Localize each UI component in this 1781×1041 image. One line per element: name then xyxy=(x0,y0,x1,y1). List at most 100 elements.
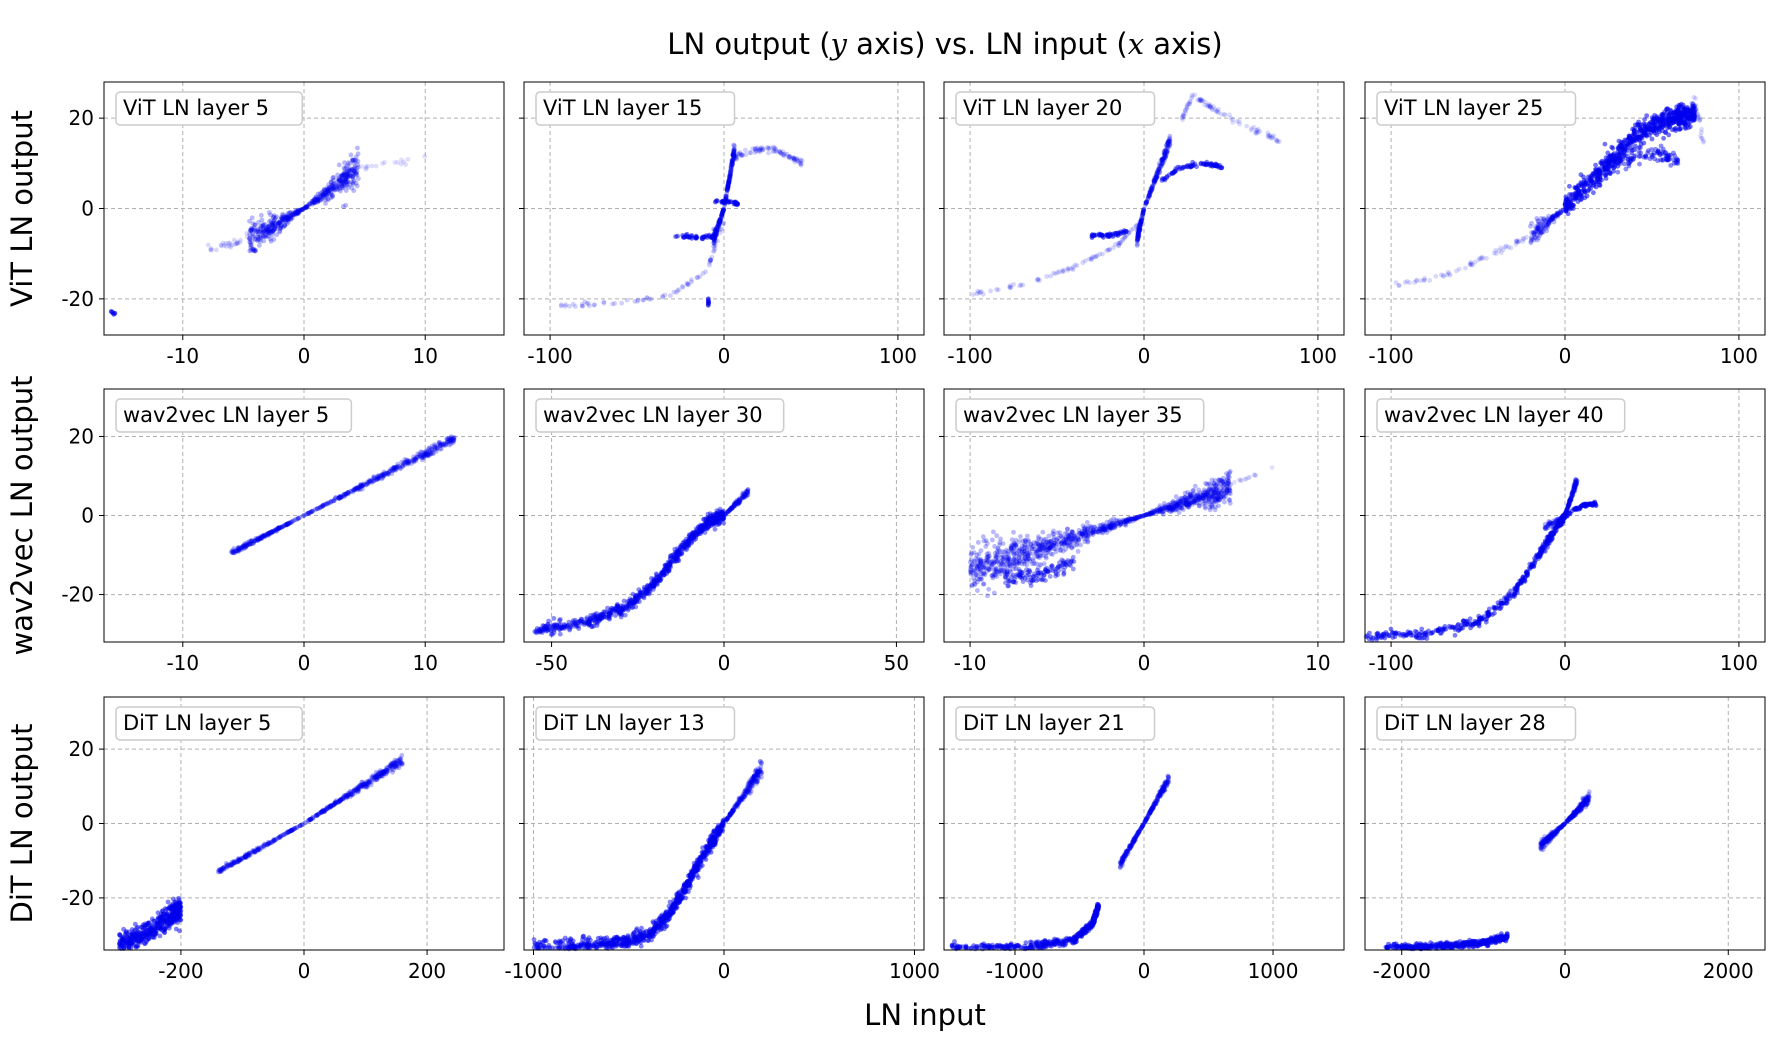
data-point xyxy=(538,626,543,632)
data-point xyxy=(315,199,321,205)
data-point xyxy=(1655,158,1661,164)
data-point xyxy=(1097,233,1102,238)
data-point xyxy=(305,203,311,209)
data-point xyxy=(290,215,295,221)
data-point xyxy=(300,206,306,212)
y-tick-label: -20 xyxy=(61,287,94,311)
data-point xyxy=(328,195,334,201)
data-point xyxy=(971,550,977,555)
data-point xyxy=(272,221,278,227)
data-point xyxy=(271,214,276,220)
data-point xyxy=(731,151,737,156)
data-point xyxy=(328,189,334,195)
data-point xyxy=(345,171,351,177)
data-point xyxy=(307,201,313,207)
data-point xyxy=(1575,199,1581,205)
data-point xyxy=(994,533,1000,539)
data-point xyxy=(285,211,291,217)
data-point xyxy=(281,214,287,220)
data-point xyxy=(346,171,351,176)
data-point xyxy=(1227,112,1232,118)
data-point xyxy=(617,605,622,611)
data-point xyxy=(1221,481,1227,487)
data-point xyxy=(726,179,732,185)
data-point xyxy=(321,192,327,198)
data-point xyxy=(247,232,253,238)
data-point xyxy=(295,210,301,215)
data-point xyxy=(293,208,299,214)
data-point xyxy=(1227,470,1232,476)
data-point xyxy=(1017,539,1022,544)
data-point xyxy=(284,214,289,220)
data-point xyxy=(347,182,353,187)
data-point xyxy=(232,242,238,248)
data-point xyxy=(1535,226,1540,231)
data-point xyxy=(764,145,770,150)
data-point xyxy=(330,186,335,192)
data-point xyxy=(1204,482,1210,487)
data-point xyxy=(286,213,292,219)
data-point xyxy=(1075,549,1081,554)
data-point xyxy=(249,225,255,231)
data-point xyxy=(1605,167,1611,173)
data-point xyxy=(557,617,563,622)
data-point xyxy=(1625,145,1630,150)
data-point xyxy=(343,179,349,185)
data-point xyxy=(326,190,332,196)
data-point xyxy=(729,161,735,167)
data-point xyxy=(260,230,266,235)
data-point xyxy=(271,213,277,219)
data-point xyxy=(730,158,736,164)
data-point xyxy=(269,221,275,227)
data-point xyxy=(725,184,731,189)
data-point xyxy=(1593,162,1598,168)
data-point xyxy=(1578,172,1584,178)
y-axis-label: ViT LN output xyxy=(5,110,39,307)
data-point xyxy=(355,151,361,157)
data-point xyxy=(329,182,334,188)
data-point xyxy=(1144,198,1150,204)
data-point xyxy=(1586,187,1592,193)
data-point xyxy=(323,190,329,196)
data-point xyxy=(278,220,283,226)
data-point xyxy=(323,201,328,206)
data-point xyxy=(247,239,253,245)
data-point xyxy=(728,173,733,179)
data-point xyxy=(1621,153,1627,159)
data-point xyxy=(252,248,258,254)
data-point xyxy=(726,181,732,187)
data-point xyxy=(714,198,720,204)
panel-title-box xyxy=(115,91,303,126)
x-tick-label: 100 xyxy=(1299,344,1337,368)
data-point xyxy=(275,222,281,227)
data-point xyxy=(1579,193,1585,199)
data-point xyxy=(311,199,317,205)
data-point xyxy=(700,527,706,533)
data-point xyxy=(759,145,765,151)
data-point xyxy=(355,164,361,170)
data-point xyxy=(322,502,328,507)
data-point xyxy=(1048,273,1053,279)
data-point xyxy=(347,173,353,179)
data-point xyxy=(401,159,407,165)
data-point xyxy=(335,187,340,193)
data-point xyxy=(344,168,350,174)
data-point xyxy=(256,243,262,248)
data-point xyxy=(270,228,276,234)
data-point xyxy=(344,169,350,174)
data-point xyxy=(350,157,355,163)
data-point xyxy=(1412,280,1417,285)
data-point xyxy=(275,220,281,226)
data-point xyxy=(353,158,358,164)
data-point xyxy=(234,241,240,247)
data-point xyxy=(1632,143,1638,149)
data-point xyxy=(340,179,346,185)
data-point xyxy=(279,215,284,221)
data-point xyxy=(255,536,260,542)
x-tick-label: 50 xyxy=(884,651,909,675)
data-point xyxy=(295,210,301,216)
data-point xyxy=(1698,133,1703,139)
data-point xyxy=(350,174,355,180)
x-tick-label: 10 xyxy=(412,651,437,675)
